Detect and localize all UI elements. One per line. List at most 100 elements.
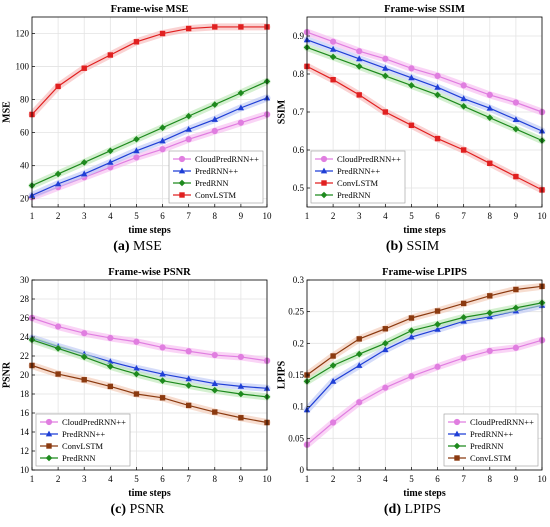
data-point [355, 63, 363, 70]
data-point [211, 116, 218, 122]
series-cloudpredrnnplusplus [28, 314, 271, 365]
y-tick-label: 0.15 [288, 370, 304, 380]
data-point [434, 135, 441, 142]
lpips-chart: 1 2 3 4 5 6 7 8 9 10 0 0.05 0.1 0.15 0.2 0.25 0.3 Frame-w… [276, 267, 547, 499]
x-axis: 1 2 3 4 5 6 7 8 9 10 [30, 467, 272, 484]
data-point [356, 336, 362, 342]
data-point [382, 384, 389, 391]
y-tick-label: 18 [20, 389, 30, 399]
data-point [356, 399, 363, 406]
data-point [159, 137, 166, 144]
caption-text: MSE [133, 239, 162, 254]
caption-tag: (a) [113, 239, 130, 254]
data-point [133, 391, 140, 397]
legend-entry-predrnnplusplus: PredRNN++ [448, 429, 513, 439]
y-tick-label: 14 [20, 427, 30, 437]
y-axis-label: MSE [1, 101, 12, 123]
caption-text: PSNR [129, 502, 165, 517]
data-point [159, 30, 166, 37]
x-tick-label: 3 [82, 474, 87, 484]
x-tick-label: 2 [331, 211, 336, 221]
y-tick-label: 0.1 [293, 402, 304, 412]
data-point [513, 286, 519, 293]
legend-label: PredRNN [470, 441, 504, 451]
data-point [237, 390, 245, 398]
chart-title: Frame-wise SSIM [384, 4, 465, 15]
x-tick-label: 4 [383, 211, 388, 221]
x-tick-label: 8 [213, 211, 218, 221]
legend-label: CloudPredRNN++ [470, 417, 534, 427]
data-point [159, 146, 166, 153]
data-point [54, 170, 62, 178]
x-tick-label: 1 [30, 211, 35, 221]
x-tick-label: 7 [461, 211, 466, 221]
y-tick-label: 0.05 [288, 433, 304, 443]
y-tick-label: 26 [20, 313, 30, 323]
ssim-chart: 1 2 3 4 5 6 7 8 9 10 0.5 0.6 0.7 0.8 0.9 Frame-wise SSI… [276, 4, 547, 236]
x-tick-label: 9 [514, 474, 519, 484]
data-point [211, 101, 219, 108]
x-tick-label: 1 [30, 474, 35, 484]
x-tick-label: 7 [461, 474, 466, 484]
x-tick-label: 9 [239, 211, 244, 221]
psnr-chart: 1 2 3 4 5 6 7 8 9 101012141618202224262830Frame-w… [1, 267, 272, 499]
legend-marker [454, 455, 460, 461]
x-axis: 1 2 3 4 5 6 7 8 9 10 [305, 204, 547, 221]
legend-marker [46, 443, 52, 449]
legend-marker [45, 430, 53, 437]
data-point [486, 347, 493, 355]
x-tick-label: 6 [435, 211, 440, 221]
legend-entry-predrnnplusplus: PredRNN++ [315, 166, 380, 176]
x-axis-label: time steps [403, 225, 446, 236]
series-cloudpredrnnplusplus [303, 336, 546, 449]
caption-tag: (b) [385, 239, 403, 254]
x-tick-label: 10 [538, 211, 548, 221]
legend-label: ConvLSTM [62, 441, 104, 451]
y-axis-label: SSIM [276, 99, 287, 124]
legend-marker [453, 430, 461, 437]
data-point [211, 351, 218, 359]
legend-marker [178, 155, 186, 163]
series-line [306, 39, 543, 132]
data-point [133, 147, 140, 154]
series-line [306, 339, 543, 446]
data-point [211, 127, 218, 135]
data-point [408, 333, 415, 340]
data-point [55, 371, 61, 377]
x-tick-label: 2 [56, 474, 61, 484]
legend-marker [178, 179, 186, 187]
x-tick-label: 5 [134, 211, 139, 221]
data-point [159, 344, 166, 351]
panel-lpips: 1 2 3 4 5 6 7 8 9 10 0 0.05 0.1 0.15 0.2 0.25 0.3 Frame-w… [275, 263, 550, 526]
series-predrnnplusplus [28, 94, 271, 199]
chart-title: Frame-wise MSE [111, 4, 189, 15]
data-point [159, 124, 166, 131]
data-point [55, 83, 61, 90]
legend-marker [178, 167, 186, 174]
legend-marker [453, 442, 461, 450]
y-tick-label: 0.8 [293, 69, 305, 79]
data-point [460, 82, 467, 89]
panel-mse: 1 2 3 4 5 6 7 8 9 10 20 40 60 80 100 120 Frame-wise MSE t… [0, 0, 275, 263]
y-tick-label: 0.5 [293, 183, 305, 193]
y-tick-label: 100 [16, 62, 30, 72]
data-point [513, 173, 519, 180]
series-line [306, 31, 543, 113]
legend-entry-convlstm: ConvLSTM [40, 441, 104, 451]
y-tick-label: 0.9 [293, 31, 305, 41]
x-tick-label: 5 [409, 474, 414, 484]
series-line [306, 65, 543, 191]
data-point [356, 48, 363, 55]
data-point [486, 104, 493, 111]
legend-label: ConvLSTM [470, 453, 512, 463]
data-point [185, 25, 192, 32]
x-axis-label: time steps [128, 488, 171, 499]
data-point [408, 74, 415, 81]
legend: CloudPredRNN++ PredRNN++ PredRNN ConvLSTM [168, 150, 264, 204]
y-axis: 10 12 14 16 18 20 22 24 26 28 30 [20, 275, 35, 475]
legend-entry-predrnnplusplus: PredRNN++ [40, 429, 105, 439]
series-convlstm [303, 282, 546, 379]
y-tick-label: 12 [20, 446, 29, 456]
x-tick-label: 9 [239, 474, 244, 484]
caption-ssim: (b) SSIM [275, 239, 550, 255]
